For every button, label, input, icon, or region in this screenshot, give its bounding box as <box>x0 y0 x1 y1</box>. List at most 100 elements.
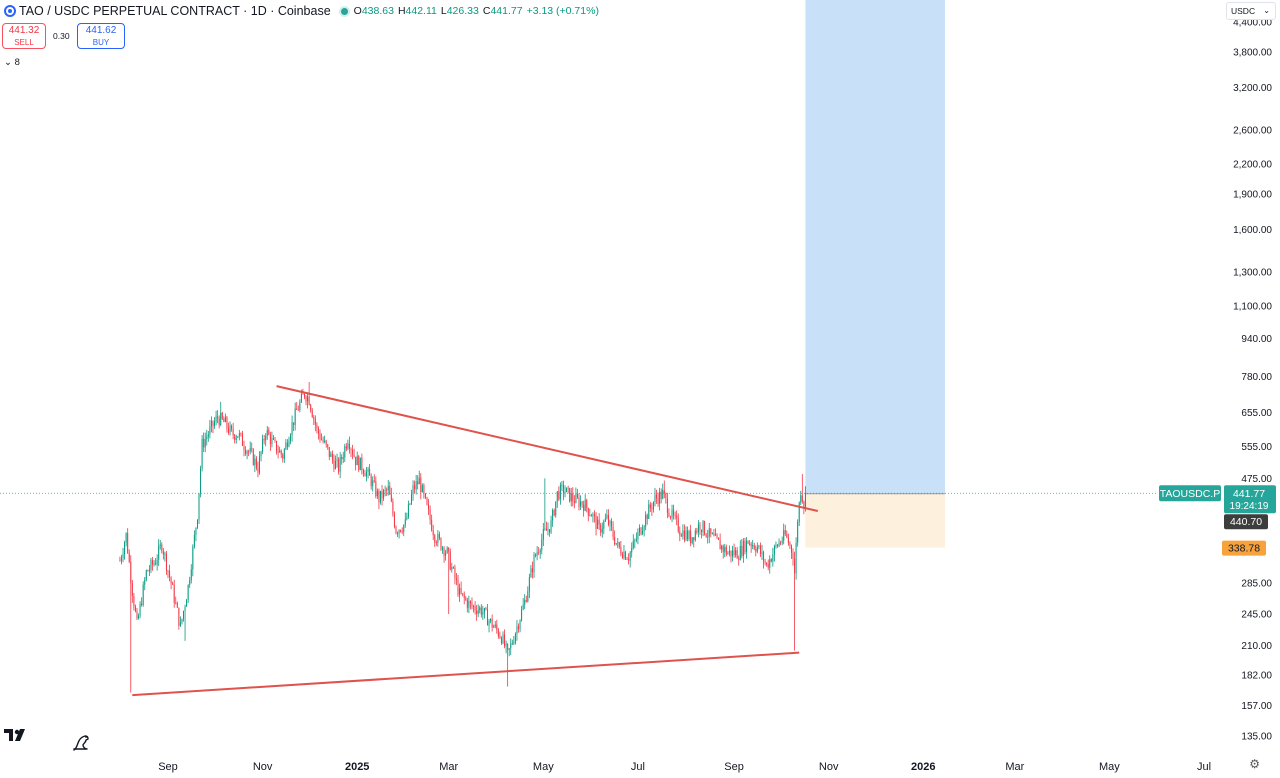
candle-body <box>745 540 747 553</box>
candle-body <box>179 622 181 626</box>
candle-body <box>175 602 177 604</box>
candle-body <box>660 491 662 499</box>
candle-body <box>259 456 261 473</box>
candle-body <box>251 448 253 450</box>
candle-body <box>313 417 315 420</box>
candle-body <box>657 498 659 504</box>
sell-price: 441.32 <box>8 25 40 36</box>
candle-body <box>440 538 442 550</box>
candle-body <box>531 568 533 573</box>
candle-body <box>158 545 160 560</box>
candlesticks <box>119 382 806 693</box>
price-tick-label: 1,600.00 <box>1233 225 1272 236</box>
candle-body <box>133 595 135 607</box>
candle-body <box>303 394 305 397</box>
candle-body <box>545 528 547 531</box>
candle-body <box>274 439 276 441</box>
high-value: 442.11 <box>405 5 437 17</box>
candle-body <box>325 440 327 445</box>
candle-body <box>780 542 782 544</box>
candle-body <box>654 494 656 502</box>
candle-body <box>387 485 389 491</box>
candle-body <box>569 487 571 502</box>
candle-body <box>210 420 212 427</box>
indicators-count: 8 <box>14 57 20 68</box>
gear-icon[interactable]: ⚙ <box>1249 757 1260 771</box>
candle-body <box>466 599 468 608</box>
candle-body <box>434 535 436 543</box>
price-tick-label: 2,200.00 <box>1233 160 1272 171</box>
low-label: L <box>440 5 447 17</box>
candle-body <box>462 593 464 595</box>
candle-body <box>733 550 735 556</box>
candle-body <box>694 530 696 541</box>
candle-body <box>246 451 248 454</box>
candle-body <box>775 544 777 547</box>
price-tick-label: 555.00 <box>1241 442 1272 453</box>
candle-body <box>334 460 336 469</box>
time-tick-label: Jul <box>631 761 645 773</box>
candle-body <box>753 545 755 549</box>
candle-body <box>611 521 613 528</box>
candle-body <box>308 396 310 405</box>
candle-body <box>502 634 504 644</box>
candle-body <box>428 504 430 510</box>
price-tick-label: 157.00 <box>1241 701 1272 712</box>
candle-body <box>504 634 506 647</box>
candle-body <box>330 453 332 457</box>
candle-body <box>206 436 208 439</box>
dino-icon[interactable] <box>71 732 93 752</box>
current-price-tag-bg <box>1224 485 1276 514</box>
candle-body <box>764 561 766 563</box>
candle-body <box>352 450 354 455</box>
candle-body <box>454 567 456 579</box>
candle-body <box>471 603 473 607</box>
buy-button[interactable]: 441.62 BUY <box>77 23 125 49</box>
candle-body <box>637 532 639 540</box>
symbol-icon[interactable] <box>4 5 16 17</box>
tradingview-logo-icon[interactable] <box>4 728 30 742</box>
candle-body <box>769 559 771 568</box>
indicators-toggle[interactable]: ⌄ 8 <box>4 57 20 68</box>
candle-body <box>375 481 377 497</box>
candle-body <box>758 545 760 547</box>
candle-body <box>719 539 721 550</box>
candle-body <box>699 524 701 530</box>
candle-body <box>122 554 124 558</box>
candle-body <box>738 558 740 560</box>
candle-body <box>632 540 634 548</box>
candle-body <box>418 477 420 485</box>
candle-body <box>491 618 493 628</box>
candle-body <box>518 626 520 629</box>
candle-body <box>510 643 512 649</box>
candle-body <box>663 490 665 494</box>
sell-button[interactable]: 441.32 SELL <box>2 23 46 49</box>
candle-body <box>601 528 603 533</box>
time-tick-label: Mar <box>439 761 458 773</box>
candle-body <box>342 457 344 459</box>
candle-body <box>465 598 467 600</box>
candle-body <box>367 469 369 472</box>
candle-body <box>263 438 265 441</box>
candle-body <box>730 550 732 557</box>
candle-body <box>576 494 578 498</box>
candle-body <box>338 459 340 472</box>
candle-body <box>359 457 361 471</box>
time-axis[interactable]: Sep Nov 2025 Mar May Jul Sep Nov 2026 Mar May Jul <box>158 761 1211 773</box>
price-axis[interactable]: 4,400.00 3,800.00 3,200.00 2,600.00 2,200.00… <box>1233 18 1272 743</box>
trendlines[interactable] <box>132 385 819 697</box>
candle-body <box>581 501 583 505</box>
candle-body <box>138 615 140 619</box>
candle-body <box>395 526 397 534</box>
candle-body <box>629 552 631 561</box>
candle-body <box>480 607 482 615</box>
symbol-title[interactable]: TAO / USDC PERPETUAL CONTRACT · 1D · Coi… <box>19 4 331 18</box>
candle-body <box>426 497 428 505</box>
currency-selector[interactable]: USDC ⌄ <box>1226 2 1276 20</box>
candle-body <box>797 522 799 543</box>
candle-body <box>286 442 288 447</box>
candle-body <box>299 401 301 411</box>
candle-body <box>573 500 575 503</box>
candle-body <box>778 542 780 547</box>
